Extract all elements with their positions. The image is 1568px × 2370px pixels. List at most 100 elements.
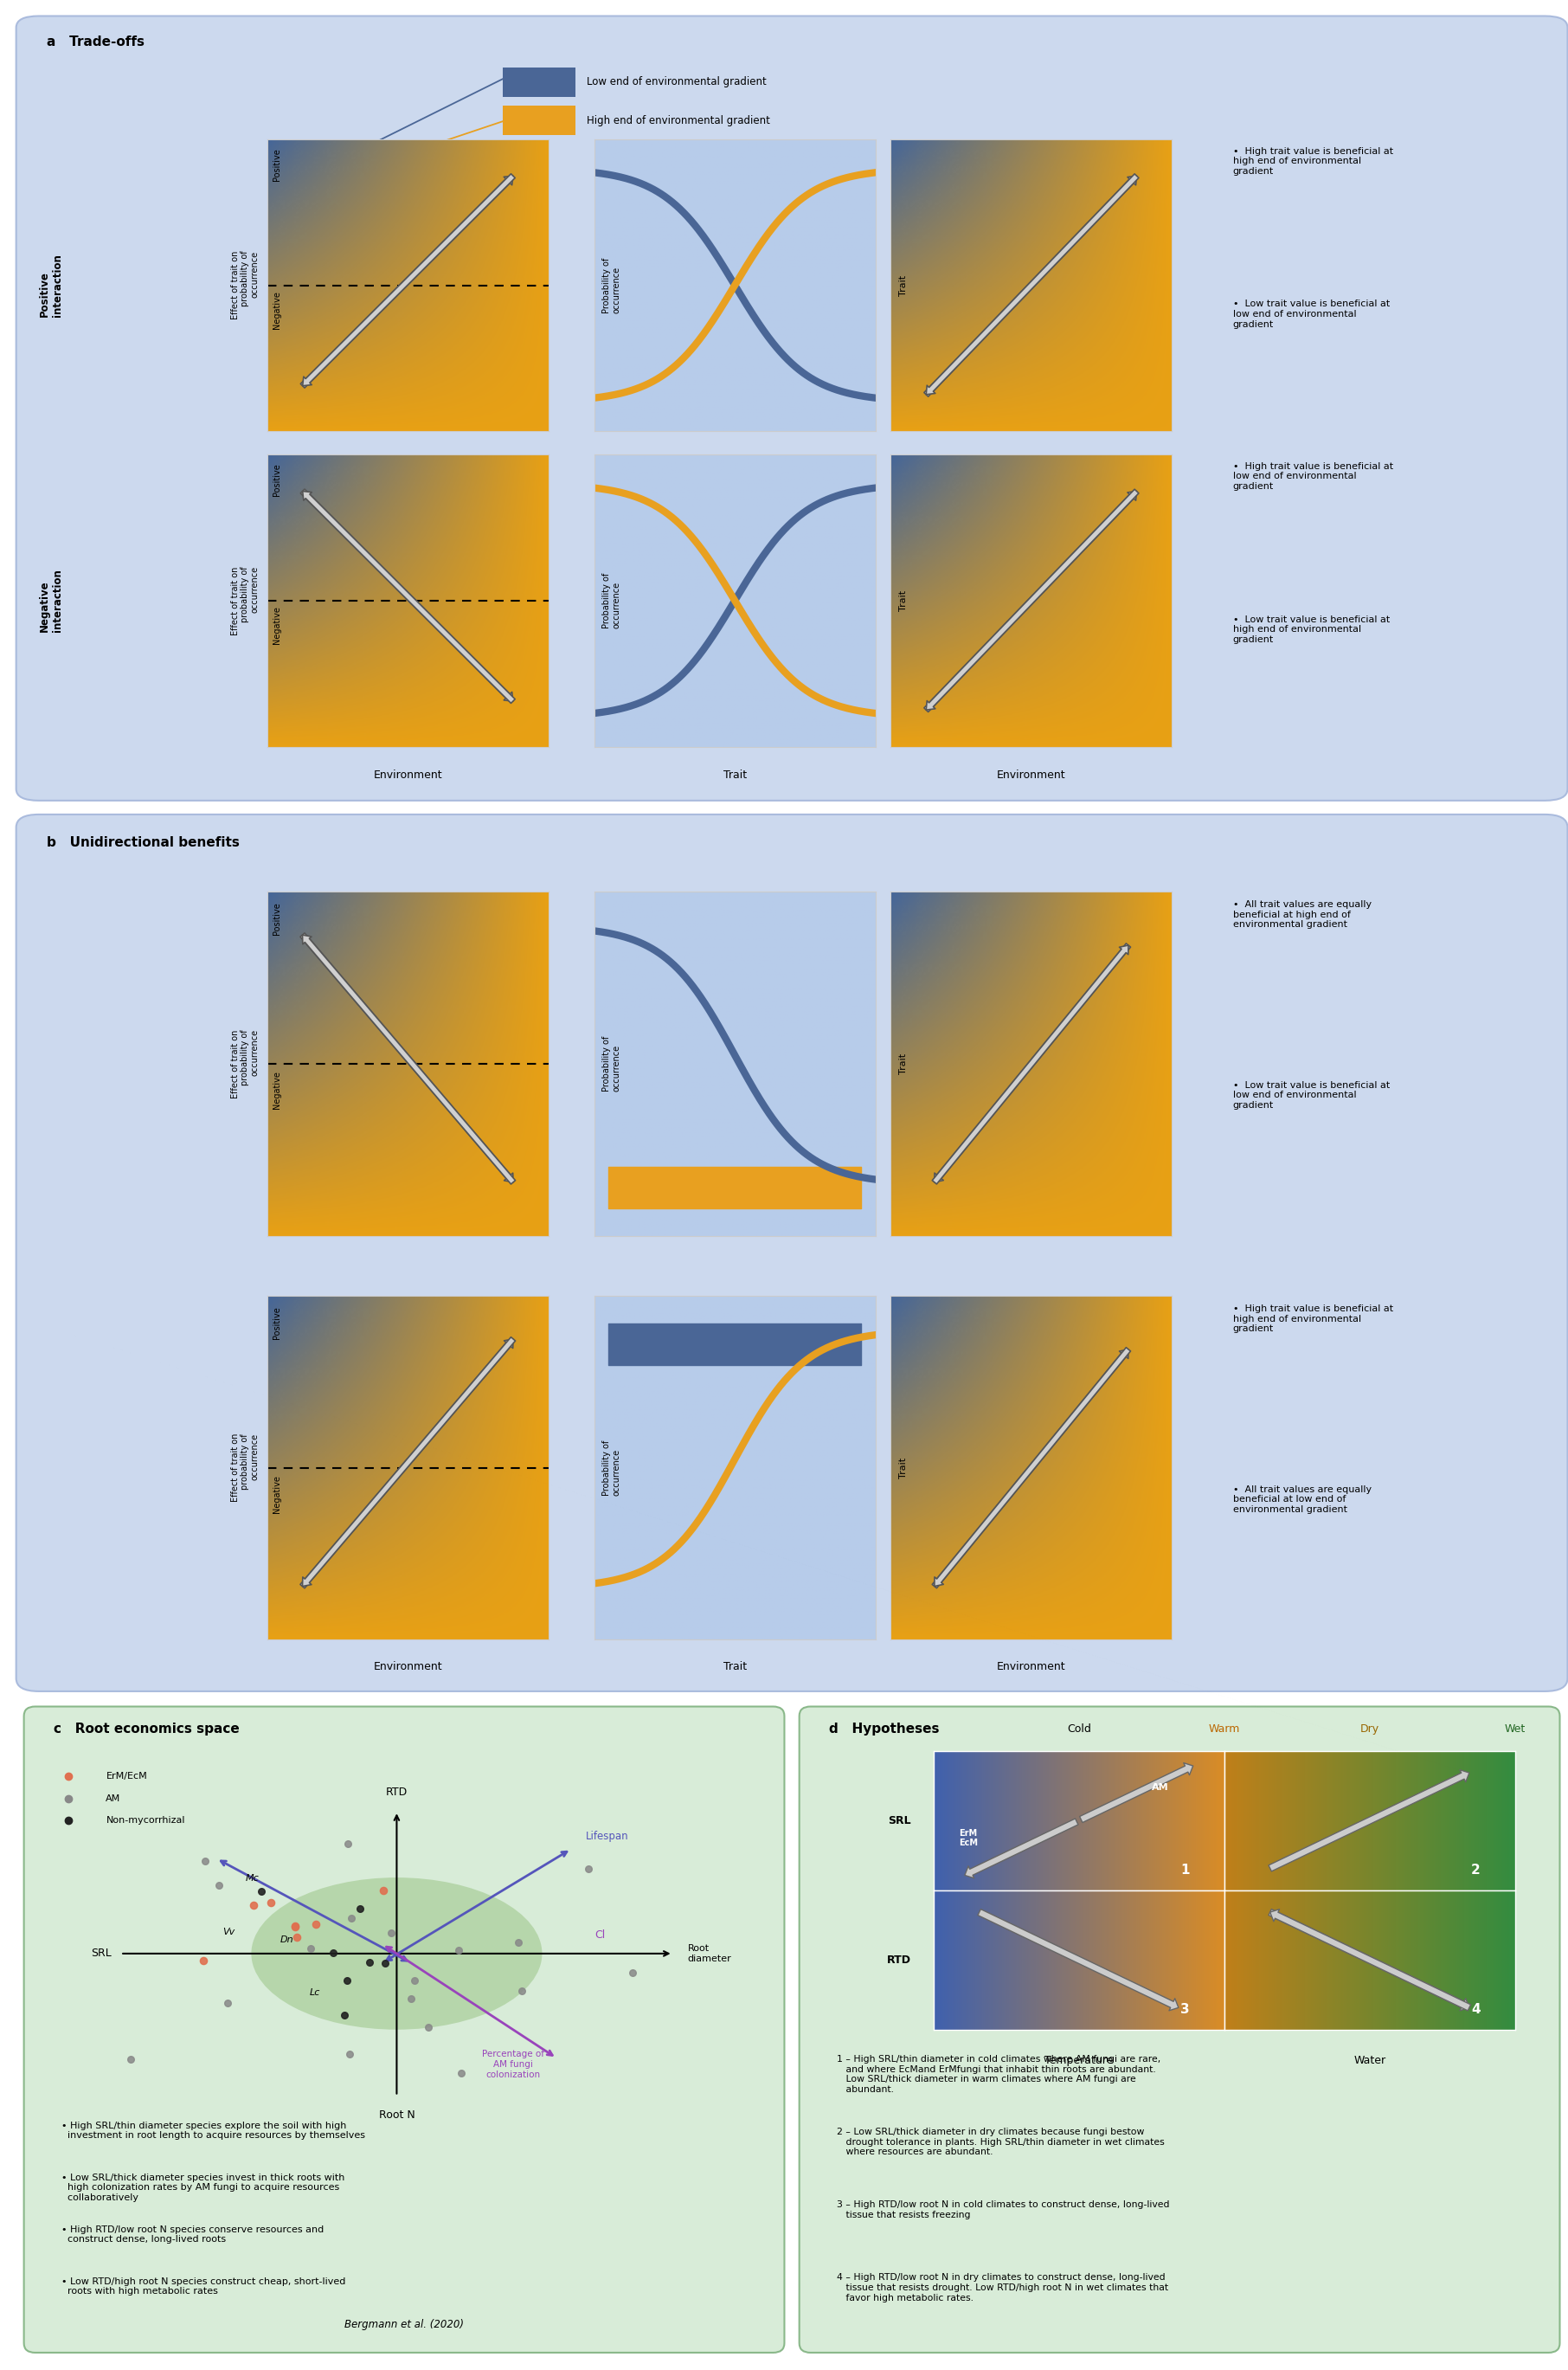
Text: Low end of environmental gradient: Low end of environmental gradient <box>586 76 767 88</box>
Text: • Low RTD/high root N species construct cheap, short-lived
  roots with high met: • Low RTD/high root N species construct … <box>61 2278 345 2297</box>
Text: • High RTD/low root N species conserve resources and
  construct dense, long-liv: • High RTD/low root N species conserve r… <box>61 2225 323 2244</box>
Text: Environment: Environment <box>997 770 1066 782</box>
Text: b   Unidirectional benefits: b Unidirectional benefits <box>47 837 240 848</box>
Point <box>193 1841 218 1879</box>
Text: a   Trade-offs: a Trade-offs <box>47 36 144 47</box>
Text: Lifespan: Lifespan <box>586 1832 629 1841</box>
Text: 3: 3 <box>1181 2003 1190 2015</box>
Text: Probability of
occurrence: Probability of occurrence <box>602 258 621 313</box>
Text: Effect of trait on
probability of
occurrence: Effect of trait on probability of occurr… <box>230 1029 259 1097</box>
Text: Positive: Positive <box>273 147 281 180</box>
Point <box>339 1898 364 1936</box>
FancyBboxPatch shape <box>16 815 1568 1692</box>
Point <box>379 1915 405 1953</box>
Point <box>215 1984 240 2022</box>
Text: 1: 1 <box>1181 1863 1190 1877</box>
Point <box>337 2036 362 2074</box>
Text: d   Hypotheses: d Hypotheses <box>829 1723 939 1735</box>
Text: • Low SRL/thick diameter species invest in thick roots with
  high colonization : • Low SRL/thick diameter species invest … <box>61 2173 345 2202</box>
Text: Effect of trait on
probability of
occurrence: Effect of trait on probability of occurr… <box>230 251 259 320</box>
Text: Cold: Cold <box>1066 1723 1091 1735</box>
Text: Water: Water <box>1353 2055 1386 2067</box>
Text: Trait: Trait <box>898 1458 908 1479</box>
Bar <box>503 107 575 135</box>
Text: Probability of
occurrence: Probability of occurrence <box>602 574 621 628</box>
Text: Trait: Trait <box>723 770 746 782</box>
FancyBboxPatch shape <box>800 1706 1560 2353</box>
Text: Positive: Positive <box>273 1306 281 1339</box>
Point <box>282 1908 307 1946</box>
Point <box>191 1941 216 1979</box>
Text: 2 – Low SRL/thick diameter in dry climates because fungi bestow
   drought toler: 2 – Low SRL/thick diameter in dry climat… <box>837 2128 1165 2157</box>
Point <box>447 1932 472 1969</box>
Text: AM: AM <box>1152 1782 1168 1792</box>
Text: Positive: Positive <box>273 462 281 495</box>
Point <box>282 1908 307 1946</box>
Text: Root
diameter: Root diameter <box>687 1943 731 1962</box>
Text: Mc: Mc <box>246 1875 259 1884</box>
Text: Non-mycorrhizal: Non-mycorrhizal <box>107 1815 185 1825</box>
Point <box>334 1962 359 2000</box>
Text: •  Low trait value is beneficial at
high end of environmental
gradient: • Low trait value is beneficial at high … <box>1232 616 1389 645</box>
Point <box>336 1825 361 1863</box>
Text: c   Root economics space: c Root economics space <box>53 1723 240 1735</box>
Text: Negative
interaction: Negative interaction <box>39 569 63 633</box>
Text: Negative: Negative <box>273 1474 281 1512</box>
Text: Environment: Environment <box>373 770 442 782</box>
Point <box>510 1972 535 2010</box>
Text: Positive
interaction: Positive interaction <box>39 254 63 318</box>
Ellipse shape <box>251 1877 543 2029</box>
Text: •  Low trait value is beneficial at
low end of environmental
gradient: • Low trait value is beneficial at low e… <box>1232 301 1389 329</box>
FancyBboxPatch shape <box>16 17 1568 801</box>
Text: Probability of
occurrence: Probability of occurrence <box>602 1441 621 1495</box>
Text: Vv: Vv <box>223 1927 235 1936</box>
Text: RTD: RTD <box>887 1955 911 1965</box>
Point <box>118 2041 143 2078</box>
Text: ErM/EcM: ErM/EcM <box>107 1773 147 1780</box>
Point <box>575 1851 601 1889</box>
Text: High end of environmental gradient: High end of environmental gradient <box>586 116 770 126</box>
Text: Root N: Root N <box>378 2109 416 2121</box>
Text: Percentage of
AM fungi
colonization: Percentage of AM fungi colonization <box>481 2050 544 2078</box>
Text: • High SRL/thin diameter species explore the soil with high
  investment in root: • High SRL/thin diameter species explore… <box>61 2121 365 2140</box>
Bar <box>503 66 575 97</box>
Text: •  High trait value is beneficial at
high end of environmental
gradient: • High trait value is beneficial at high… <box>1232 147 1392 175</box>
Text: Trait: Trait <box>898 590 908 611</box>
Text: Negative: Negative <box>273 1071 281 1109</box>
Text: Negative: Negative <box>273 607 281 645</box>
Point <box>373 1943 398 1981</box>
Text: •  High trait value is beneficial at
high end of environmental
gradient: • High trait value is beneficial at high… <box>1232 1304 1392 1334</box>
Text: RTD: RTD <box>386 1787 408 1799</box>
Text: Probability of
occurrence: Probability of occurrence <box>602 1036 621 1093</box>
Point <box>259 1884 284 1922</box>
Text: Trait: Trait <box>898 275 908 296</box>
Text: Trait: Trait <box>898 1052 908 1074</box>
Text: Bergmann et al. (2020): Bergmann et al. (2020) <box>345 2320 464 2330</box>
Point <box>207 1865 232 1903</box>
Text: Dn: Dn <box>281 1936 293 1943</box>
Text: Environment: Environment <box>373 1661 442 1673</box>
Text: SRL: SRL <box>887 1815 911 1827</box>
Point <box>284 1917 309 1955</box>
Point <box>249 1872 274 1910</box>
Point <box>356 1943 381 1981</box>
Text: 4: 4 <box>1471 2003 1480 2015</box>
Point <box>398 1979 423 2017</box>
Text: SRL: SRL <box>91 1948 111 1960</box>
Text: •  Low trait value is beneficial at
low end of environmental
gradient: • Low trait value is beneficial at low e… <box>1232 1081 1389 1109</box>
Text: Trait: Trait <box>723 1661 746 1673</box>
Text: Dry: Dry <box>1359 1723 1380 1735</box>
Point <box>416 2007 441 2045</box>
Text: •  All trait values are equally
beneficial at high end of
environmental gradient: • All trait values are equally beneficia… <box>1232 901 1372 929</box>
Text: Effect of trait on
probability of
occurrence: Effect of trait on probability of occurr… <box>230 1434 259 1503</box>
Point <box>332 1996 358 2033</box>
Text: Lc: Lc <box>309 1988 320 1998</box>
Text: •  High trait value is beneficial at
low end of environmental
gradient: • High trait value is beneficial at low … <box>1232 462 1392 491</box>
Point <box>304 1905 329 1943</box>
Text: 1 – High SRL/thin diameter in cold climates where AM fungi are rare,
   and wher: 1 – High SRL/thin diameter in cold clima… <box>837 2055 1160 2093</box>
FancyBboxPatch shape <box>24 1706 784 2353</box>
Text: AM: AM <box>107 1794 121 1804</box>
Point <box>401 1962 426 2000</box>
Text: Environment: Environment <box>997 1661 1066 1673</box>
Text: Warm: Warm <box>1209 1723 1240 1735</box>
